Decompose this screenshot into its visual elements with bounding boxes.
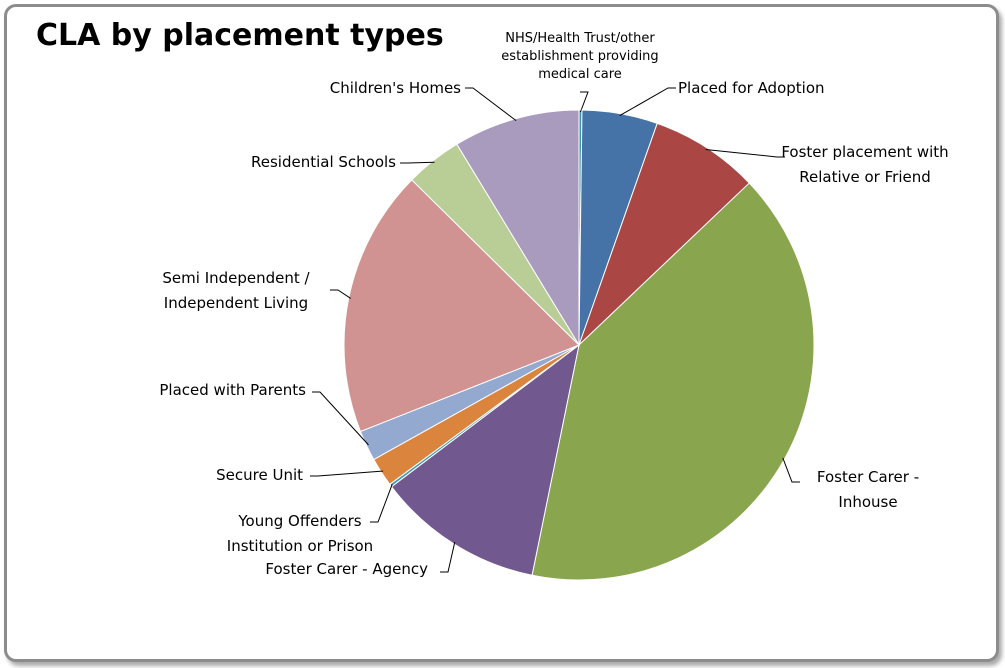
- leader-line: [310, 470, 384, 477]
- slice-label: Foster Carer - Inhouse: [816, 468, 920, 511]
- leader-line: [440, 542, 456, 573]
- pie-slice: [343, 179, 580, 433]
- leader-line: [465, 87, 517, 122]
- pie-slice: [531, 182, 815, 581]
- slice-label: Placed for Adoption: [678, 79, 825, 97]
- leader-line: [619, 87, 676, 117]
- chart-title: CLA by placement types: [36, 18, 444, 53]
- leader-line: [705, 148, 785, 158]
- slice-label: Semi Independent / Independent Living: [162, 269, 310, 312]
- pie-slice: [390, 343, 580, 576]
- slice-label: Placed with Parents: [159, 381, 306, 399]
- slice-label: NHS/Health Trust/other establishment pro…: [501, 31, 659, 82]
- leader-line: [400, 161, 435, 164]
- slice-label: Residential Schools: [250, 153, 396, 171]
- leader-line: [312, 391, 369, 446]
- slice-label: Foster placement with Relative or Friend: [781, 143, 949, 186]
- pie-slice: [456, 109, 580, 347]
- pie-slice: [578, 122, 750, 346]
- leader-line: [330, 289, 351, 299]
- slice-label: Foster Carer - Agency: [265, 560, 428, 578]
- leader-line: [579, 91, 589, 113]
- slice-label: Young Offenders Institution or Prison: [226, 512, 374, 555]
- slice-label: Secure Unit: [216, 466, 303, 484]
- slice-label: Children's Homes: [329, 79, 461, 97]
- leader-line: [782, 457, 800, 483]
- leader-line: [370, 484, 393, 523]
